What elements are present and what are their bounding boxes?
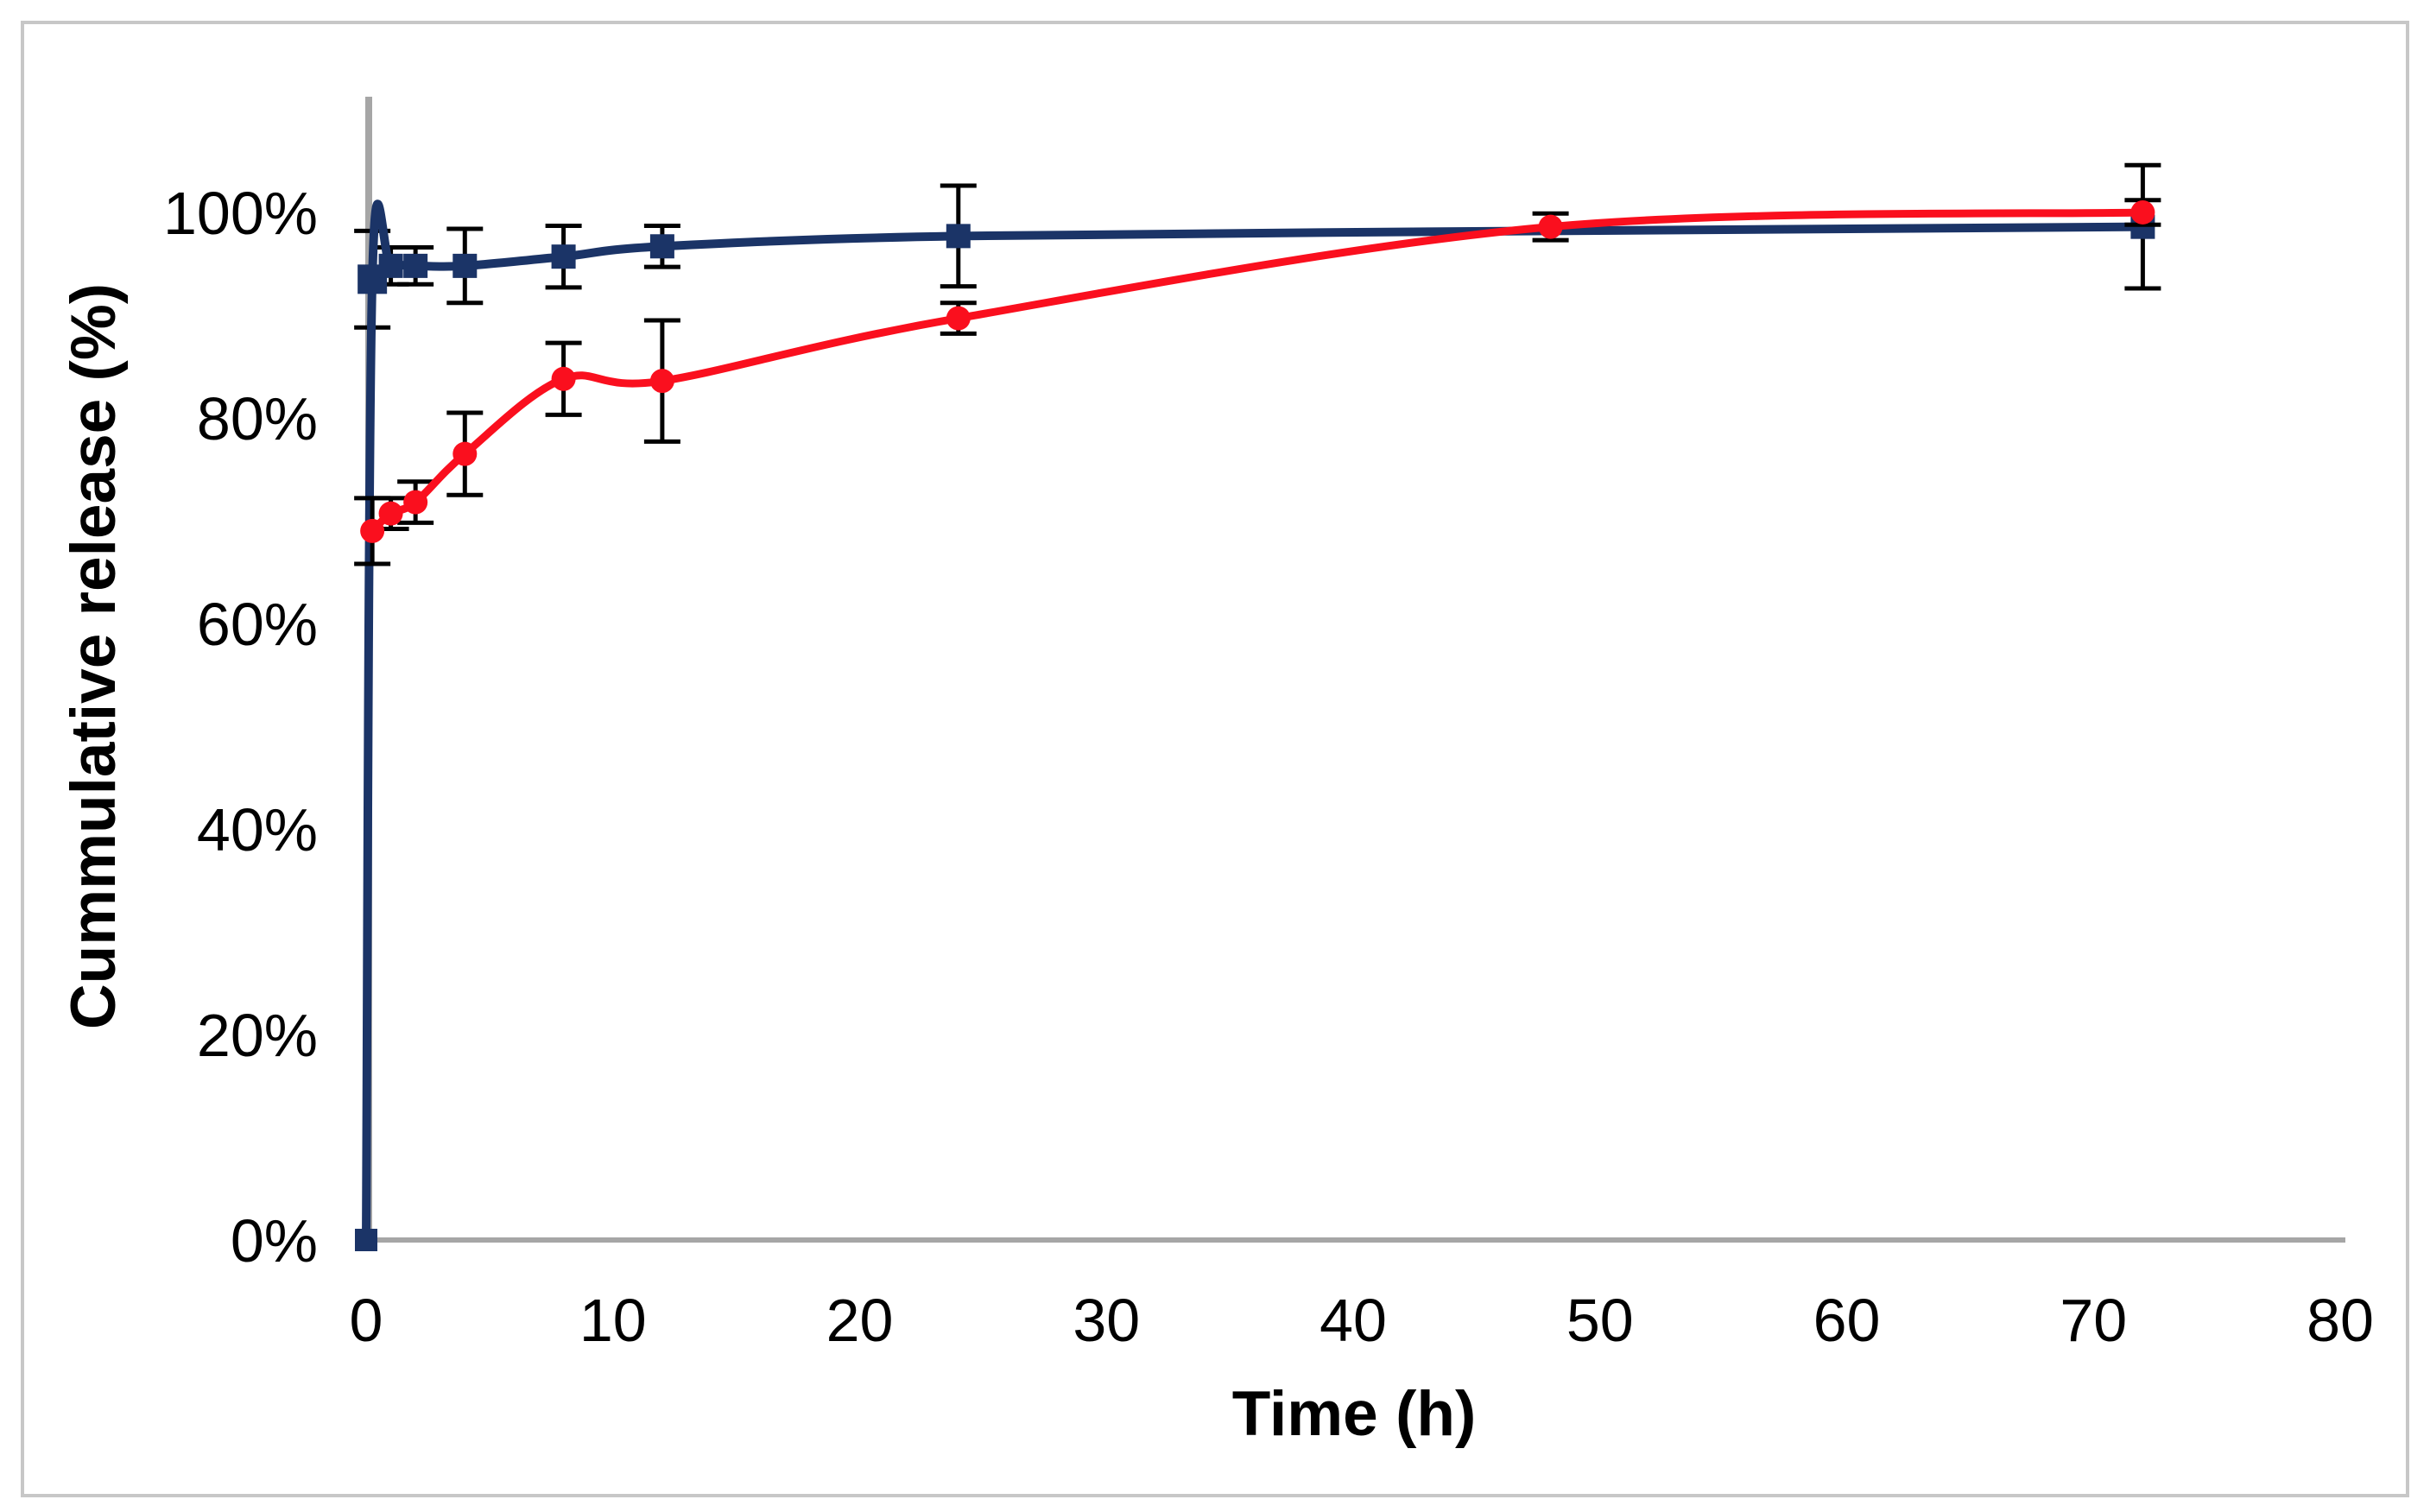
series-layer bbox=[354, 162, 2161, 1251]
square-marker bbox=[946, 224, 971, 249]
square-marker bbox=[649, 234, 674, 259]
square-marker bbox=[551, 244, 576, 269]
circle-marker bbox=[946, 306, 971, 331]
x-tick-label: 0 bbox=[350, 1287, 383, 1354]
y-tick-label: 0% bbox=[231, 1207, 318, 1275]
series-red-circles bbox=[354, 198, 2161, 566]
square-marker bbox=[403, 253, 428, 278]
x-tick-label: 20 bbox=[826, 1287, 894, 1354]
circle-marker bbox=[551, 366, 576, 391]
x-tick-label: 10 bbox=[579, 1287, 647, 1354]
x-tick-label: 40 bbox=[1319, 1287, 1387, 1354]
figure-border bbox=[21, 21, 2409, 1497]
markers-red-circles bbox=[360, 200, 2155, 543]
circle-marker bbox=[360, 518, 385, 543]
x-tick-label: 30 bbox=[1073, 1287, 1140, 1354]
y-axis-title: Cummulative release (%) bbox=[59, 283, 129, 1029]
x-axis-title: Time (h) bbox=[1232, 1379, 1477, 1449]
circle-marker bbox=[2130, 200, 2155, 225]
circle-marker bbox=[452, 441, 478, 466]
circle-marker bbox=[378, 501, 403, 526]
y-tick-label: 100% bbox=[163, 180, 318, 247]
square-marker bbox=[355, 1229, 377, 1251]
x-tick-label: 70 bbox=[2060, 1287, 2127, 1354]
y-tick-label: 40% bbox=[197, 796, 318, 864]
line-red-circles bbox=[369, 208, 2143, 535]
circle-marker bbox=[403, 490, 428, 515]
y-tick-label: 80% bbox=[197, 385, 318, 452]
circle-marker bbox=[649, 369, 674, 394]
x-tick-label: 50 bbox=[1566, 1287, 1634, 1354]
y-tick-label: 20% bbox=[197, 1002, 318, 1069]
x-tick-label: 80 bbox=[2307, 1287, 2374, 1354]
y-tick-labels: 0% 20% 40% 60% 80% 100% bbox=[163, 180, 318, 1275]
y-tick-label: 60% bbox=[197, 591, 318, 658]
x-tick-labels: 0 10 20 30 40 50 60 70 80 bbox=[350, 1287, 2374, 1354]
x-tick-label: 60 bbox=[1813, 1287, 1881, 1354]
square-marker bbox=[378, 253, 403, 278]
circle-marker bbox=[1538, 214, 1563, 239]
square-marker bbox=[452, 253, 478, 278]
